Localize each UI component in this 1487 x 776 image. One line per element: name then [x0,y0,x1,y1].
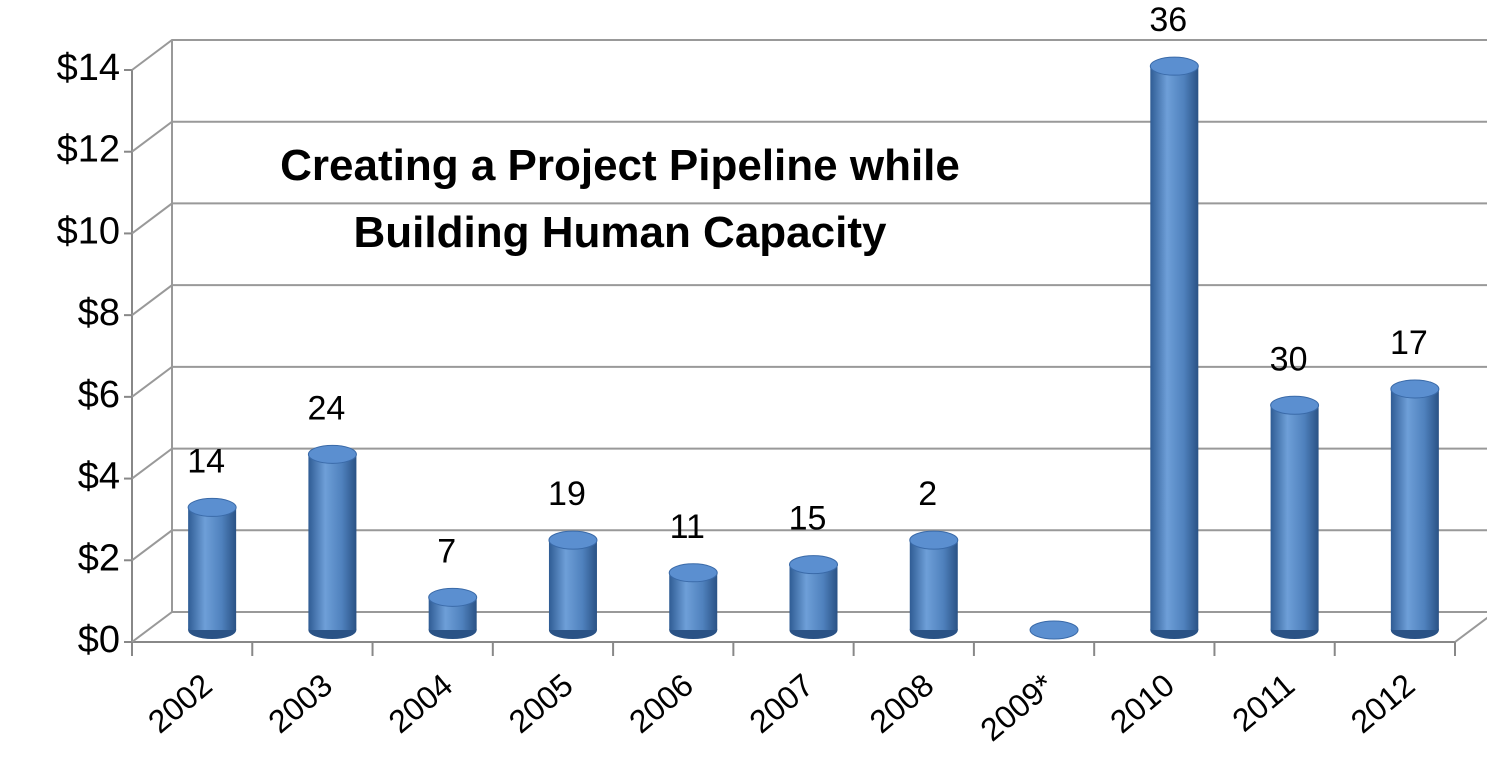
grid-line [131,39,1487,71]
bar-top [909,530,959,550]
x-tick-label: 2002 [141,667,219,740]
floor-edge [1454,616,1487,643]
grid-line [131,447,1487,480]
bar [669,572,718,630]
x-tick-label: 2009* [973,667,1060,748]
grid-line [131,365,1487,398]
bar-top [1270,395,1320,415]
x-tick-label: 2011 [1225,667,1301,739]
y-tick-label: $6 [78,374,120,416]
data-label: 15 [789,500,827,538]
bar [1390,388,1439,630]
data-label: 7 [437,532,456,570]
grid-line [131,529,1487,562]
y-tick-label: $2 [78,537,120,579]
bar-top [1390,379,1440,399]
grid-line [131,202,1487,235]
bar [789,564,838,630]
x-tick-label: 2006 [622,667,700,740]
data-label: 36 [1149,1,1187,39]
x-tick-label: 2012 [1344,667,1422,740]
bar [548,540,597,630]
bar [308,454,357,630]
bar-top [668,563,718,583]
bar-top [307,444,357,464]
bar [188,507,237,630]
grid-line [131,611,1487,643]
chart-title: Building Human Capacity [354,208,887,257]
bar-top [789,555,838,575]
data-label: 2 [918,475,937,513]
data-label: 14 [187,442,225,480]
data-label: 24 [307,389,345,427]
bar-top [1029,620,1079,640]
grid-line [131,120,1487,153]
y-tick-label: $10 [57,210,120,252]
y-tick-label: $14 [57,47,120,89]
x-tick-label: 2010 [1103,667,1181,740]
x-tick-label: 2003 [261,667,339,740]
data-label: 30 [1270,340,1308,378]
data-label: 19 [548,475,586,513]
y-tick-label: $12 [57,129,120,171]
bar [1150,66,1199,630]
y-tick-label: $4 [78,456,120,498]
bar-top [187,497,237,517]
bar [909,540,958,630]
x-tick-label: 2004 [382,667,460,740]
bar [1270,405,1319,630]
x-tick-label: 2005 [502,667,580,740]
y-tick-label: $8 [78,292,120,334]
bar-top [1149,56,1199,76]
bar-top [548,530,598,550]
bar-top [428,587,478,607]
chart-title: Creating a Project Pipeline while [280,141,960,190]
grid-line [131,284,1487,316]
bars: 14 24 7 19 11 15 2 36 30 17 [187,1,1440,640]
x-tick-label: 2007 [742,667,820,740]
data-label: 17 [1390,324,1428,362]
data-label: 11 [670,508,705,546]
y-tick-label: $0 [78,619,120,661]
x-tick-label: 2008 [863,667,941,740]
